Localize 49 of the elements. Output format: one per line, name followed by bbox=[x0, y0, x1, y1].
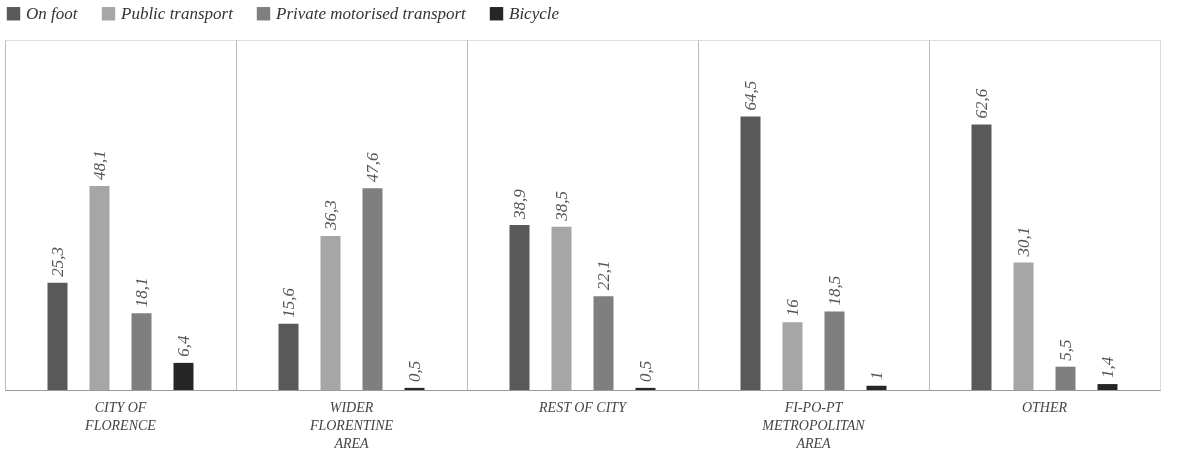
bar bbox=[1055, 366, 1076, 390]
bar bbox=[1013, 262, 1034, 390]
bar bbox=[635, 387, 656, 390]
bar bbox=[593, 296, 614, 390]
data-label: 36,3 bbox=[320, 200, 340, 232]
bar bbox=[551, 226, 572, 390]
data-label: 15,6 bbox=[278, 287, 298, 318]
data-label: 38,9 bbox=[509, 188, 529, 221]
data-label: 64,5 bbox=[740, 80, 760, 111]
x-tick-label: FI-PO-PT METROPOLITAN AREA bbox=[761, 399, 866, 451]
x-tick-label: WIDER FLORENTINE AREA bbox=[308, 399, 394, 451]
data-label: 18,5 bbox=[824, 275, 844, 306]
bar bbox=[782, 322, 803, 390]
bar bbox=[404, 387, 425, 390]
data-label: 30,1 bbox=[1013, 226, 1033, 258]
legend-label: Private motorised transport bbox=[275, 3, 468, 23]
data-label: 47,6 bbox=[362, 151, 382, 183]
legend-label: Public transport bbox=[120, 3, 235, 23]
bar bbox=[362, 188, 383, 390]
bar bbox=[740, 116, 761, 390]
data-label: 38,5 bbox=[551, 191, 571, 222]
bar bbox=[131, 313, 152, 390]
x-tick-label: OTHER bbox=[1021, 399, 1068, 415]
bar bbox=[173, 362, 194, 390]
bar bbox=[509, 225, 530, 390]
data-label: 48,1 bbox=[89, 150, 109, 181]
data-label: 25,3 bbox=[47, 246, 67, 277]
bar bbox=[1097, 384, 1118, 390]
data-label: 6,4 bbox=[173, 335, 193, 357]
data-label: 22,1 bbox=[593, 260, 613, 291]
legend-label: Bicycle bbox=[509, 3, 560, 23]
x-tick-label: CITY OF FLORENCE bbox=[84, 399, 157, 433]
data-label: 0,5 bbox=[404, 360, 424, 382]
x-tick-label: REST OF CITY bbox=[538, 399, 629, 415]
data-label: 18,1 bbox=[131, 277, 151, 308]
bar bbox=[320, 236, 341, 390]
bar bbox=[278, 323, 299, 390]
legend-label: On foot bbox=[26, 3, 79, 23]
data-label: 5,5 bbox=[1055, 339, 1075, 361]
data-label: 1 bbox=[866, 371, 886, 380]
bar bbox=[866, 385, 887, 390]
bar bbox=[971, 124, 992, 390]
data-label: 0,5 bbox=[635, 360, 655, 382]
data-label: 1,4 bbox=[1097, 356, 1117, 379]
data-label: 16 bbox=[782, 298, 802, 317]
bar bbox=[89, 186, 110, 390]
bar bbox=[47, 282, 68, 390]
bar bbox=[824, 311, 845, 390]
data-label: 62,6 bbox=[971, 88, 991, 119]
